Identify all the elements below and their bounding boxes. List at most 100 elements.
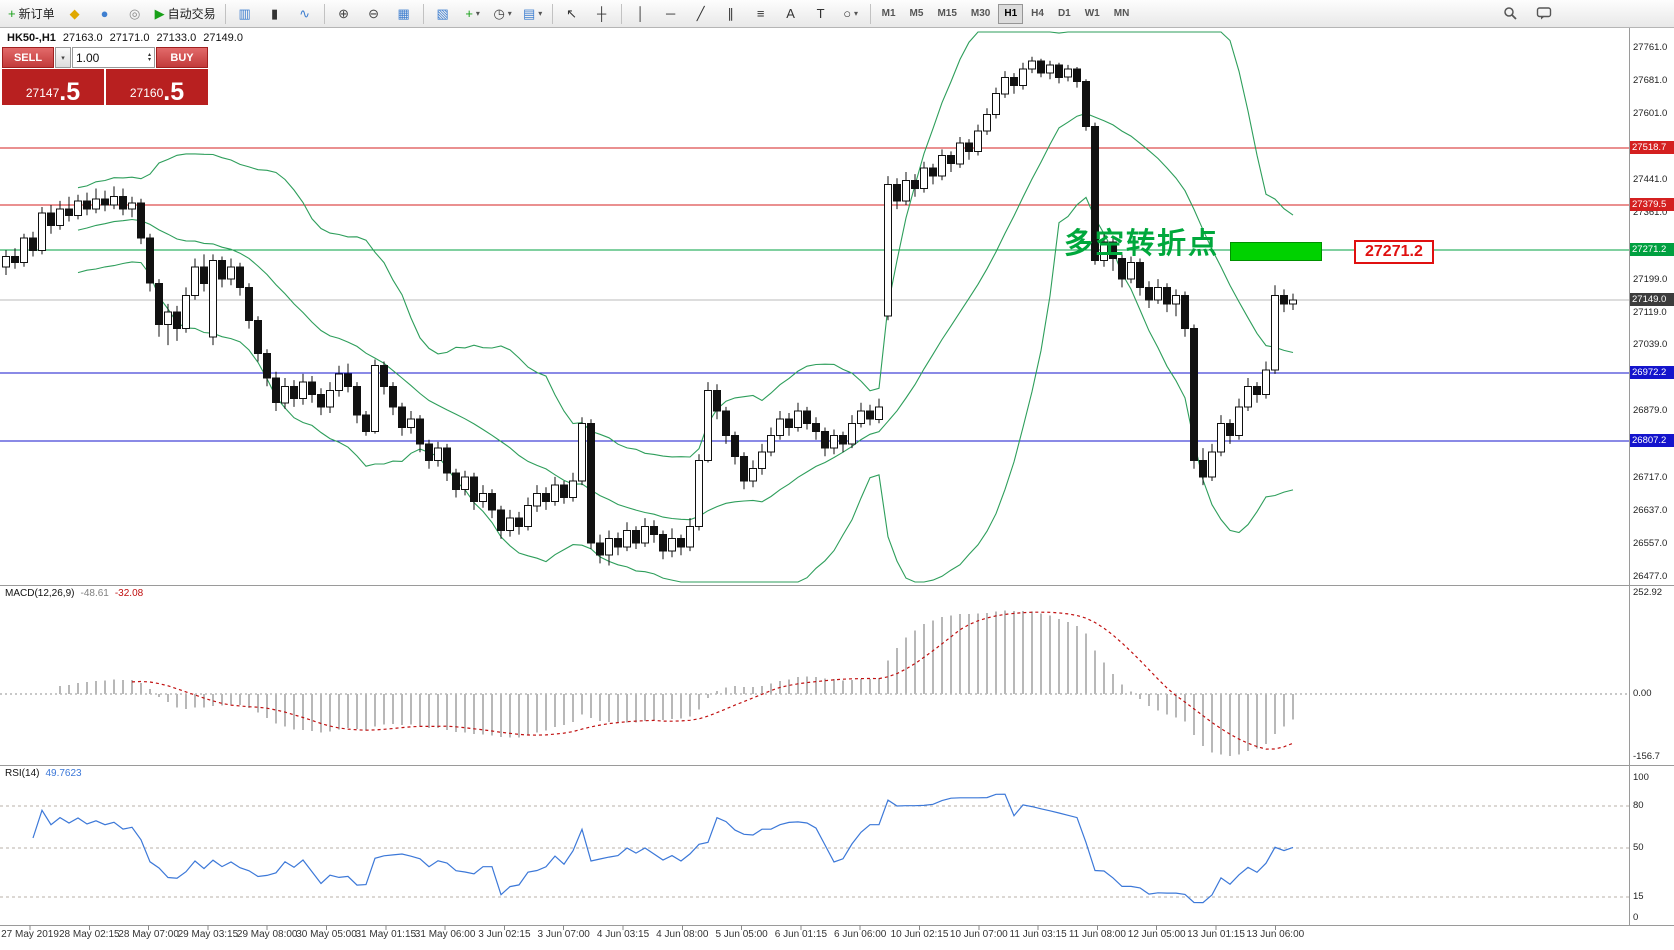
price-axis-tick: 26557.0 bbox=[1633, 538, 1668, 550]
time-axis-label: 27 May 2019 bbox=[1, 929, 59, 940]
bar-chart-button[interactable]: ▥ bbox=[231, 2, 259, 26]
chat-bubble-icon bbox=[1536, 7, 1552, 20]
rsi-indicator-label: RSI(14) 49.7623 bbox=[5, 768, 82, 779]
toolbar-right-group bbox=[1496, 2, 1558, 26]
price-axis-tick: 27039.0 bbox=[1633, 339, 1668, 351]
price-axis-tick: 27361.0 bbox=[1633, 206, 1668, 218]
alerts-button[interactable]: ◎ bbox=[121, 2, 149, 26]
sell-button[interactable]: SELL bbox=[2, 47, 54, 68]
hline-icon: ─ bbox=[666, 6, 676, 21]
ohlc-low: 27133.0 bbox=[156, 32, 197, 44]
channel-button[interactable]: ∥ bbox=[717, 2, 745, 26]
chevron-down-icon: ▾ bbox=[507, 9, 512, 18]
search-button[interactable] bbox=[1496, 2, 1524, 26]
arrange-windows-button[interactable]: ▧ bbox=[429, 2, 457, 26]
mql5-community-button[interactable]: ● bbox=[91, 2, 119, 26]
line-chart-button[interactable]: ∿ bbox=[291, 2, 319, 26]
toolbar-button-groups: + 新订单 ◆ ● ◎ ▶ 自动交易 ▥ ▮ ∿ ⊕ ⊖ ▦ ▧ + ▾ ◷ ▾ ▤ ▾ ↖ ┼ │ ─ ╱ ∥ ≡ A T ○ ▾ M1 M5… bbox=[4, 2, 1135, 26]
tile-windows-button[interactable]: ▦ bbox=[390, 2, 418, 26]
macd-name: MACD(12,26,9) bbox=[5, 588, 75, 599]
buy-button[interactable]: BUY bbox=[156, 47, 208, 68]
macd-main-value: -48.61 bbox=[80, 588, 109, 599]
rsi-axis-tick: 50 bbox=[1633, 842, 1644, 853]
template-icon: ▤ bbox=[522, 6, 536, 21]
candlestick-chart-button[interactable]: ▮ bbox=[261, 2, 289, 26]
channel-icon: ∥ bbox=[727, 6, 734, 21]
ohlc-close: 27149.0 bbox=[203, 32, 243, 44]
bollinger-bands bbox=[77, 31, 1294, 583]
text-button[interactable]: A bbox=[777, 2, 805, 26]
vline-icon: │ bbox=[636, 6, 645, 21]
timeframe-w1-button[interactable]: W1 bbox=[1084, 8, 1100, 19]
bid-price-prefix: 27147 bbox=[25, 86, 60, 100]
volume-input[interactable]: 1.00 ▴ ▾ bbox=[72, 47, 155, 68]
zoomout-icon: ⊖ bbox=[368, 6, 380, 21]
timeframe-h1-button[interactable]: H1 bbox=[998, 3, 1024, 24]
horizontal-line-button[interactable]: ─ bbox=[657, 2, 685, 26]
chat-button[interactable] bbox=[1530, 2, 1558, 26]
candlestick-series bbox=[2, 56, 1297, 566]
time-axis-label: 12 Jun 05:00 bbox=[1127, 929, 1186, 940]
new-order-button[interactable]: + 新订单 bbox=[4, 2, 59, 26]
buy-price-panel[interactable]: 27160 .5 bbox=[106, 69, 208, 105]
time-axis-label: 3 Jun 07:00 bbox=[537, 929, 590, 940]
macd-signal-line bbox=[131, 611, 1294, 750]
macd-signal-value: -32.08 bbox=[114, 588, 144, 599]
timeframe-m15-button[interactable]: M15 bbox=[937, 8, 957, 19]
time-axis-label: 13 Jun 01:15 bbox=[1187, 929, 1245, 940]
macd-axis-tick: 0.00 bbox=[1633, 688, 1652, 699]
toolbar-separator bbox=[323, 3, 325, 24]
sell-price-panel[interactable]: 27147 .5 bbox=[2, 69, 104, 105]
zoom-in-button[interactable]: ⊕ bbox=[330, 2, 358, 26]
timeframe-d1-button[interactable]: D1 bbox=[1057, 8, 1071, 19]
bars-icon: ▥ bbox=[238, 6, 251, 21]
periods-dropdown[interactable]: ◷ ▾ bbox=[489, 2, 517, 26]
timeframe-mn-button[interactable]: MN bbox=[1113, 8, 1130, 19]
volume-spinner[interactable]: ▴ ▾ bbox=[148, 52, 151, 63]
chart-title: HK50-,H1 27163.0 27171.0 27133.0 27149.0 bbox=[7, 32, 243, 44]
price-axis-tick: 26879.0 bbox=[1633, 405, 1668, 417]
time-axis-label: 13 Jun 06:00 bbox=[1246, 929, 1305, 940]
time-axis-label: 31 May 06:00 bbox=[414, 929, 476, 940]
vertical-line-button[interactable]: │ bbox=[627, 2, 655, 26]
trendline-button[interactable]: ╱ bbox=[687, 2, 715, 26]
crosshair-icon: ┼ bbox=[597, 6, 607, 21]
price-level-tag: 26972.2 bbox=[1630, 365, 1674, 379]
indicators-dropdown[interactable]: + ▾ bbox=[459, 2, 487, 26]
crosshair-button[interactable]: ┼ bbox=[588, 2, 616, 26]
clock-icon: ◷ bbox=[493, 6, 505, 21]
price-level-tag: 27379.5 bbox=[1630, 198, 1674, 212]
templates-dropdown[interactable]: ▤ ▾ bbox=[519, 2, 547, 26]
tile-icon: ▦ bbox=[397, 6, 410, 21]
metaeditor-button[interactable]: ◆ bbox=[61, 2, 89, 26]
shape-icon: ○ bbox=[843, 6, 852, 21]
cursor-button[interactable]: ↖ bbox=[558, 2, 586, 26]
one-click-trading-panel: SELL ▾ 1.00 ▴ ▾ BUY 27147 .5 27160 .5 bbox=[2, 47, 208, 105]
cursor-icon: ↖ bbox=[566, 6, 578, 21]
timeframe-m5-button[interactable]: M5 bbox=[909, 8, 924, 19]
fibonacci-button[interactable]: ≡ bbox=[747, 2, 775, 26]
time-axis-label: 10 Jun 07:00 bbox=[949, 929, 1008, 940]
timeframe-m30-button[interactable]: M30 bbox=[970, 8, 991, 19]
price-level-tag: 26807.2 bbox=[1630, 433, 1674, 447]
price-level-tag: 27518.7 bbox=[1630, 140, 1674, 154]
turning-point-rectangle[interactable] bbox=[1230, 242, 1322, 261]
timeframe-m1-button[interactable]: M1 bbox=[881, 8, 896, 19]
price-axis-tick: 27681.0 bbox=[1633, 74, 1668, 86]
bid-price-big-digits: .5 bbox=[59, 77, 81, 106]
time-axis-label: 29 May 03:15 bbox=[177, 929, 239, 940]
order-prices-row: 27147 .5 27160 .5 bbox=[2, 69, 208, 105]
price-level-tag: 27271.2 bbox=[1630, 242, 1674, 256]
toolbar-button-label: 新订单 bbox=[18, 7, 55, 21]
price-axis-tick: 26477.0 bbox=[1633, 571, 1668, 582]
timeframe-h4-button[interactable]: H4 bbox=[1031, 8, 1044, 19]
chevron-down-icon: ▾ bbox=[61, 54, 65, 62]
order-options-button[interactable]: ▾ bbox=[55, 47, 71, 68]
shapes-dropdown[interactable]: ○ ▾ bbox=[837, 2, 865, 26]
time-axis-label: 4 Jun 03:15 bbox=[596, 929, 650, 940]
rsi-axis-tick: 15 bbox=[1633, 891, 1644, 902]
time-axis-label: 10 Jun 02:15 bbox=[890, 929, 949, 940]
autotrading-button[interactable]: ▶ 自动交易 bbox=[151, 2, 220, 26]
zoom-out-button[interactable]: ⊖ bbox=[360, 2, 388, 26]
label-button[interactable]: T bbox=[807, 2, 835, 26]
